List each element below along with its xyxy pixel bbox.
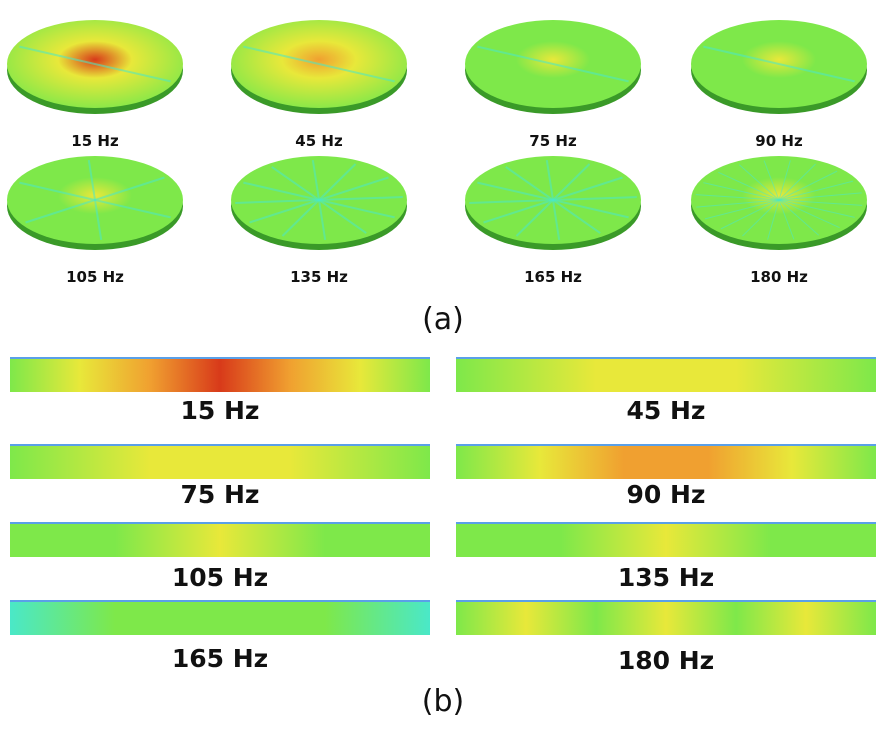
disc-label: 75 Hz — [529, 132, 577, 150]
disc-field-image — [231, 156, 407, 250]
strip-plot-135hz — [456, 522, 876, 557]
disc-label: 90 Hz — [755, 132, 803, 150]
disc-plot-180hz: 180 Hz — [690, 148, 868, 286]
disc-field-image — [465, 156, 641, 250]
disc-label: 180 Hz — [750, 268, 808, 286]
disc-field-image — [7, 156, 183, 250]
disc-field-image — [7, 20, 183, 114]
disc-field-image — [691, 156, 867, 250]
disc-field-image — [465, 20, 641, 114]
disc-plot-90hz: 90 Hz — [690, 12, 868, 150]
panel-label-b: (b) — [421, 684, 465, 719]
strip-plot-75hz — [10, 444, 430, 479]
strip-plot-15hz — [10, 357, 430, 392]
strip-label: 180 Hz — [617, 646, 715, 675]
strip-plot-180hz — [456, 600, 876, 635]
strip-label: 75 Hz — [180, 480, 260, 509]
disc-label: 165 Hz — [524, 268, 582, 286]
disc-label: 45 Hz — [295, 132, 343, 150]
disc-plot-75hz: 75 Hz — [464, 12, 642, 150]
strip-plot-165hz — [10, 600, 430, 635]
panel-label-a: (a) — [422, 302, 464, 337]
disc-plot-135hz: 135 Hz — [230, 148, 408, 286]
strip-plot-105hz — [10, 522, 430, 557]
disc-plot-105hz: 105 Hz — [6, 148, 184, 286]
strip-plot-45hz — [456, 357, 876, 392]
strip-plot-90hz — [456, 444, 876, 479]
disc-field-image — [691, 20, 867, 114]
strip-label: 165 Hz — [171, 644, 269, 673]
strip-label: 135 Hz — [617, 563, 715, 592]
disc-label: 15 Hz — [71, 132, 119, 150]
disc-label: 135 Hz — [290, 268, 348, 286]
disc-label: 105 Hz — [66, 268, 124, 286]
disc-plot-45hz: 45 Hz — [230, 12, 408, 150]
disc-field-image — [231, 20, 407, 114]
strip-label: 15 Hz — [180, 396, 260, 425]
disc-plot-15hz: 15 Hz — [6, 12, 184, 150]
strip-label: 90 Hz — [626, 480, 706, 509]
strip-label: 45 Hz — [626, 396, 706, 425]
disc-plot-165hz: 165 Hz — [464, 148, 642, 286]
strip-label: 105 Hz — [171, 563, 269, 592]
